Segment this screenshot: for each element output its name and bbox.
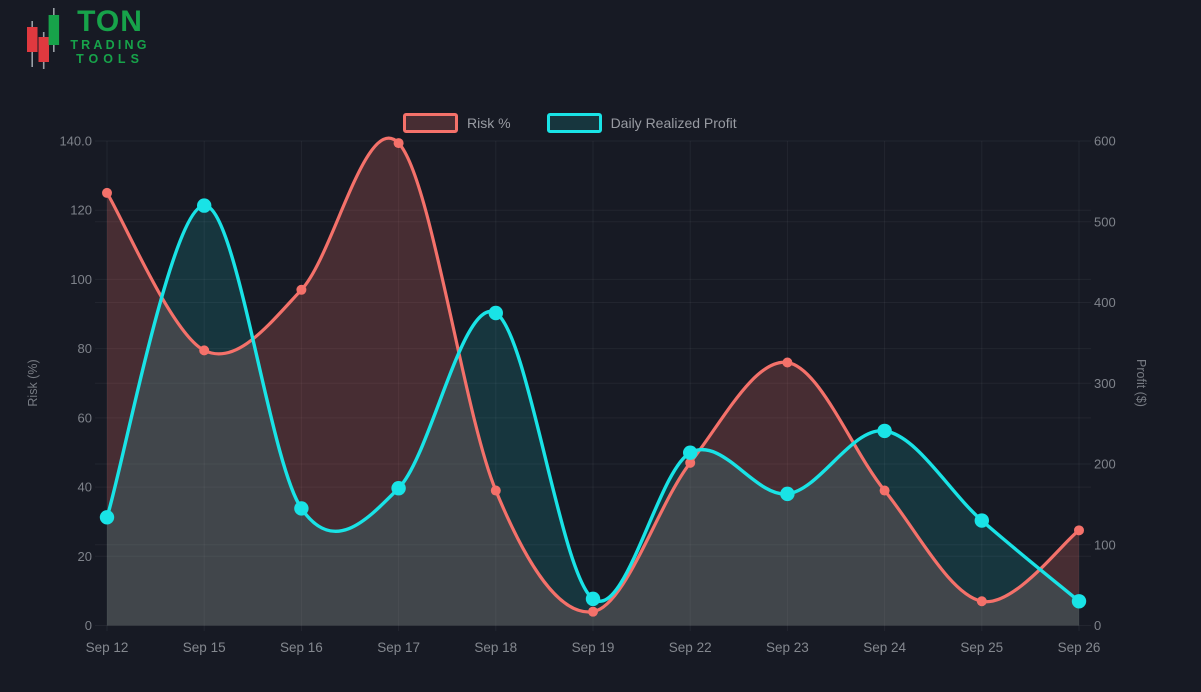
daily-realized-profit-point-sep-12[interactable]	[99, 510, 115, 525]
risk-legend-swatch-icon	[403, 113, 458, 133]
chart-legend: Risk % Daily Realized Profit	[403, 111, 737, 135]
y-axis-tick-left: 140.0	[59, 134, 92, 149]
legend-item-risk[interactable]: Risk %	[403, 113, 511, 133]
y-axis-tick-right: 300	[1094, 376, 1116, 391]
profit-legend-label: Daily Realized Profit	[610, 115, 737, 131]
y-axis-tick-left: 0	[85, 618, 92, 633]
risk-line	[105, 136, 1081, 614]
x-axis-tick: Sep 15	[183, 640, 226, 655]
risk-legend-label: Risk %	[467, 115, 511, 131]
risk-point-sep-18[interactable]	[490, 485, 501, 496]
y-axis-tick-right: 600	[1094, 134, 1116, 149]
daily-realized-profit-point-sep-17[interactable]	[391, 481, 406, 496]
legend-item-profit[interactable]: Daily Realized Profit	[546, 113, 737, 133]
risk-point-sep-26[interactable]	[1074, 525, 1084, 536]
green-candle	[48, 15, 60, 45]
red-candle-2	[38, 37, 49, 62]
y-axis-tick-right: 400	[1094, 295, 1116, 310]
logo-subtitle-trading: TRADING	[70, 38, 150, 52]
x-axis-tick: Sep 12	[86, 640, 129, 655]
x-axis-tick: Sep 23	[766, 640, 809, 655]
risk-point-sep-19[interactable]	[588, 606, 598, 617]
daily-realized-profit-point-sep-24[interactable]	[877, 423, 892, 439]
risk-point-sep-25[interactable]	[976, 596, 987, 607]
daily-realized-profit-point-sep-25[interactable]	[974, 513, 989, 528]
risk-point-sep-17[interactable]	[393, 138, 404, 149]
y-axis-tick-left: 40	[78, 480, 92, 495]
x-axis-tick: Sep 17	[377, 640, 420, 655]
daily-realized-profit-point-sep-22[interactable]	[683, 445, 698, 460]
risk-point-sep-24[interactable]	[879, 485, 890, 496]
daily-realized-profit-point-sep-26[interactable]	[1071, 594, 1087, 609]
daily-realized-profit-point-sep-15[interactable]	[197, 198, 212, 213]
x-axis-tick: Sep 25	[960, 640, 1003, 655]
y-axis-tick-left: 120	[70, 203, 92, 218]
x-axis-tick: Sep 19	[572, 640, 615, 655]
red-candle-1	[27, 27, 38, 52]
daily-realized-profit-point-sep-18[interactable]	[488, 305, 503, 321]
y-axis-tick-left: 20	[78, 549, 92, 564]
candlestick-logo-icon	[27, 8, 60, 69]
y-axis-tick-left: 80	[78, 341, 92, 356]
risk-point-sep-22[interactable]	[685, 457, 696, 468]
daily-realized-profit-point-sep-23[interactable]	[780, 486, 795, 502]
y-axis-tick-left: 60	[78, 410, 92, 425]
logo-title: TON	[77, 5, 143, 38]
x-axis-tick: Sep 22	[669, 640, 712, 655]
left-axis-title: Risk (%)	[26, 359, 40, 406]
x-axis-tick: Sep 24	[863, 640, 906, 655]
y-axis-tick-left: 100	[70, 272, 92, 287]
logo: TON TRADING TOOLS	[12, 6, 150, 72]
y-axis-tick-right: 0	[1094, 618, 1101, 633]
risk-area	[107, 138, 1079, 626]
risk-point-sep-12[interactable]	[102, 187, 112, 198]
y-axis-tick-right: 500	[1094, 214, 1116, 229]
x-axis-tick: Sep 16	[280, 640, 323, 655]
logo-subtitle-tools: TOOLS	[76, 52, 144, 66]
daily-realized-profit-area	[107, 205, 1079, 626]
y-axis-tick-right: 100	[1094, 537, 1116, 552]
profit-legend-swatch-icon	[546, 113, 602, 133]
risk-point-sep-16[interactable]	[296, 284, 307, 295]
x-axis-tick: Sep 18	[474, 640, 517, 655]
x-axis-tick: Sep 26	[1058, 640, 1101, 655]
y-axis-tick-right: 200	[1094, 457, 1116, 472]
daily-realized-profit-point-sep-19[interactable]	[585, 591, 601, 607]
right-axis-title: Profit ($)	[1134, 359, 1148, 407]
daily-realized-profit-point-sep-16[interactable]	[294, 501, 309, 516]
risk-point-sep-23[interactable]	[782, 357, 793, 368]
risk-point-sep-15[interactable]	[199, 345, 210, 356]
